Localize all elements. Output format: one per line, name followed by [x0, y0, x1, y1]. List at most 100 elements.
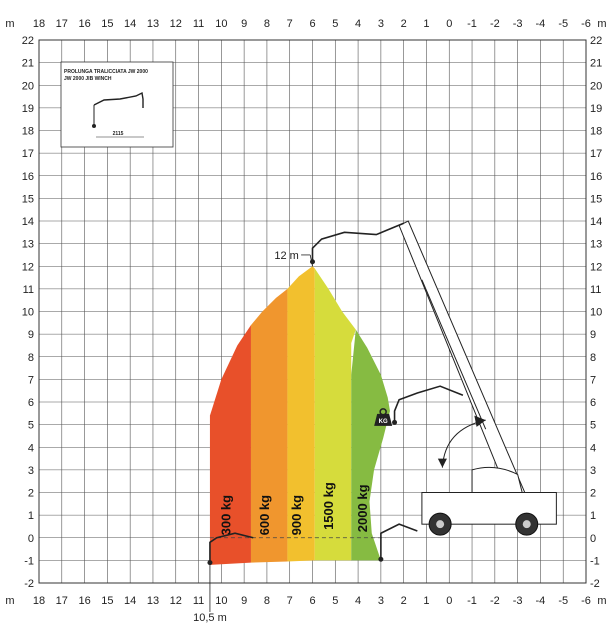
rotation-arrow-tail	[438, 459, 447, 468]
y-tick-label: 3	[28, 465, 34, 477]
x-tick-label: 10	[215, 18, 227, 30]
y-tick-label: 18	[22, 126, 34, 138]
wheel-rear-hub	[523, 520, 531, 528]
boom	[399, 221, 527, 506]
x-axis-top: m m18 17 16 15 14 13 12 11 10 9 8 7 6 5 4 3 2 1 0 -1 -2 -3 -4 -5…	[5, 18, 606, 30]
x-tick-label: -2	[490, 595, 500, 607]
y-tick-label: 16	[22, 171, 34, 183]
x-tick-label: 3	[378, 595, 384, 607]
x-tick-label: 15	[101, 18, 113, 30]
zone-label-0: 300 kg	[218, 495, 233, 536]
zone-label-3: 1500 kg	[321, 482, 336, 530]
y-tick-label: -2	[24, 578, 34, 590]
inset-title-1: PROLUNGA TRALICCIATA JW 2000	[64, 69, 148, 75]
y-tick-label: 18	[590, 126, 602, 138]
y-tick-label: 9	[28, 329, 34, 341]
x-tick-label: 11	[193, 595, 204, 607]
y-tick-label: -1	[590, 555, 600, 567]
y-tick-label: 21	[22, 58, 34, 70]
y-tick-label: 6	[590, 397, 596, 409]
x-tick-label: 14	[124, 18, 136, 30]
weight-icon-text: KG	[379, 419, 388, 425]
annotation-12m: 12 m	[274, 250, 298, 262]
y-tick-label: 7	[590, 374, 596, 386]
x-tick-label: 13	[147, 595, 159, 607]
x-tick-label: 6	[309, 18, 315, 30]
y-tick-label: 5	[28, 420, 34, 432]
x-axis-unit-label: m	[597, 18, 606, 30]
y-tick-label: -1	[24, 555, 34, 567]
hook-bottom	[378, 557, 383, 562]
x-tick-label: 11	[193, 18, 204, 30]
x-tick-label: 7	[287, 595, 293, 607]
x-tick-label: 1	[423, 595, 429, 607]
x-tick-label: 18	[33, 18, 45, 30]
y-tick-label: 19	[22, 103, 34, 115]
x-tick-label: 8	[264, 18, 270, 30]
x-axis-unit-label: m	[5, 595, 14, 607]
x-tick-label: -1	[467, 18, 477, 30]
x-tick-label: 17	[56, 18, 68, 30]
wheel-front-hub	[436, 520, 444, 528]
y-tick-label: 8	[28, 352, 34, 364]
x-axis-bottom: m m18 17 16 15 14 13 12 11 10 9 8 7 6 5 4 3 2 1 0 -1 -2 -3 -4 -5…	[5, 595, 606, 607]
x-tick-label: 4	[355, 18, 361, 30]
x-tick-label: -3	[513, 595, 523, 607]
y-tick-label: 17	[590, 148, 602, 160]
x-tick-label: 16	[78, 18, 90, 30]
x-tick-label: 13	[147, 18, 159, 30]
x-tick-label: 9	[241, 595, 247, 607]
inset-title-2: JW 2000 JIB WINCH	[64, 76, 112, 82]
x-tick-label: 0	[446, 18, 452, 30]
x-tick-label: 15	[101, 595, 113, 607]
zone-label-4: 2000 kg	[355, 484, 370, 532]
y-tick-label: 11	[23, 284, 34, 296]
y-tick-label: 16	[590, 171, 602, 183]
y-tick-label: 10	[22, 307, 34, 319]
y-tick-label: 15	[22, 193, 34, 205]
y-tick-label: 20	[590, 80, 602, 92]
x-tick-label: 4	[355, 595, 361, 607]
inset-hook	[92, 124, 96, 128]
y-tick-label: 8	[590, 352, 596, 364]
y-tick-label: 6	[28, 397, 34, 409]
x-tick-label: 14	[124, 595, 136, 607]
y-tick-label: 9	[590, 329, 596, 341]
zone-label-2: 900 kg	[289, 495, 304, 536]
x-tick-label: 12	[170, 595, 182, 607]
y-tick-label: 11	[590, 284, 601, 296]
x-tick-label: 1	[423, 18, 429, 30]
y-tick-label: 0	[28, 533, 34, 545]
rotation-arrow	[442, 420, 485, 468]
x-tick-label: 5	[332, 595, 338, 607]
x-tick-label: 3	[378, 18, 384, 30]
y-tick-label: 2	[28, 488, 34, 500]
x-tick-label: 0	[446, 595, 452, 607]
x-axis-unit-label: m	[597, 595, 606, 607]
zone-label-1: 600 kg	[257, 495, 272, 536]
inset-dimension: 2115	[113, 131, 124, 137]
annotation-10-5m: 10,5 m	[193, 612, 227, 624]
x-tick-label: -5	[558, 595, 568, 607]
hook-top	[310, 259, 315, 264]
boom-cylinder	[422, 280, 486, 429]
y-tick-label: 7	[28, 374, 34, 386]
hook-left	[207, 560, 212, 565]
x-tick-label: 17	[56, 595, 68, 607]
x-tick-label: 12	[170, 18, 182, 30]
x-tick-label: 6	[309, 595, 315, 607]
jib-middle	[395, 386, 463, 422]
x-tick-label: 7	[287, 18, 293, 30]
x-tick-label: 10	[215, 595, 227, 607]
y-tick-label: 0	[590, 533, 596, 545]
y-tick-label: 14	[590, 216, 602, 228]
y-tick-label: 12	[590, 261, 602, 273]
jib-bottom	[381, 524, 417, 558]
y-tick-label: 10	[590, 307, 602, 319]
x-tick-label: 9	[241, 18, 247, 30]
x-tick-label: -2	[490, 18, 500, 30]
y-tick-label: 2	[590, 488, 596, 500]
